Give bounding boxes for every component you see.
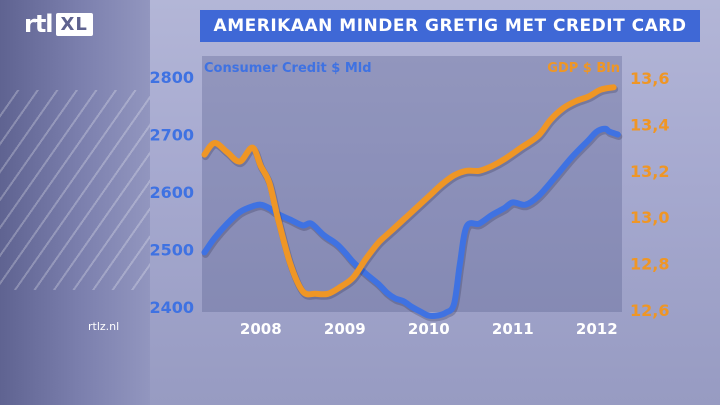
series-line-gdp bbox=[201, 84, 617, 298]
series-shadow-consumer-credit bbox=[202, 127, 623, 322]
x-axis-tick-label: 2011 bbox=[492, 320, 534, 338]
right-axis-tick-label: 12,6 bbox=[630, 301, 669, 320]
right-axis-tick-label: 13,6 bbox=[630, 69, 669, 88]
right-axis-tick-label: 13,2 bbox=[630, 162, 669, 181]
title-bar: AMERIKAAN MINDER GRETIG MET CREDIT CARD bbox=[200, 10, 700, 42]
x-axis-tick-label: 2010 bbox=[408, 320, 450, 338]
chart-title: AMERIKAAN MINDER GRETIG MET CREDIT CARD bbox=[213, 16, 687, 36]
left-axis-tick-label: 2500 bbox=[149, 241, 194, 260]
left-axis-tick-label: 2600 bbox=[149, 183, 194, 202]
left-axis-tick-label: 2400 bbox=[149, 298, 194, 317]
rtlxl-logo: rtl XL bbox=[24, 10, 126, 38]
x-axis-tick-label: 2009 bbox=[324, 320, 366, 338]
right-axis-tick-label: 13,4 bbox=[630, 115, 669, 134]
logo-xl-badge: XL bbox=[55, 12, 93, 36]
x-axis-tick-label: 2008 bbox=[240, 320, 282, 338]
x-axis-tick-label: 2012 bbox=[576, 320, 618, 338]
main-panel-background bbox=[150, 0, 720, 405]
series-line-consumer-credit bbox=[201, 125, 621, 320]
left-axis-tick-label: 2800 bbox=[149, 68, 194, 87]
right-axis-tick-label: 12,8 bbox=[630, 255, 669, 274]
right-axis-tick-label: 13,0 bbox=[630, 208, 669, 227]
right-axis-title: GDP $ Bln bbox=[547, 61, 620, 76]
left-axis-title: Consumer Credit $ Mld bbox=[204, 61, 372, 76]
left-panel-background bbox=[0, 0, 150, 405]
ticker-decoration bbox=[0, 90, 150, 290]
left-axis-tick-label: 2700 bbox=[149, 126, 194, 145]
source-label: rtlz.nl bbox=[88, 320, 120, 333]
logo-rtl-text: rtl bbox=[24, 10, 54, 38]
